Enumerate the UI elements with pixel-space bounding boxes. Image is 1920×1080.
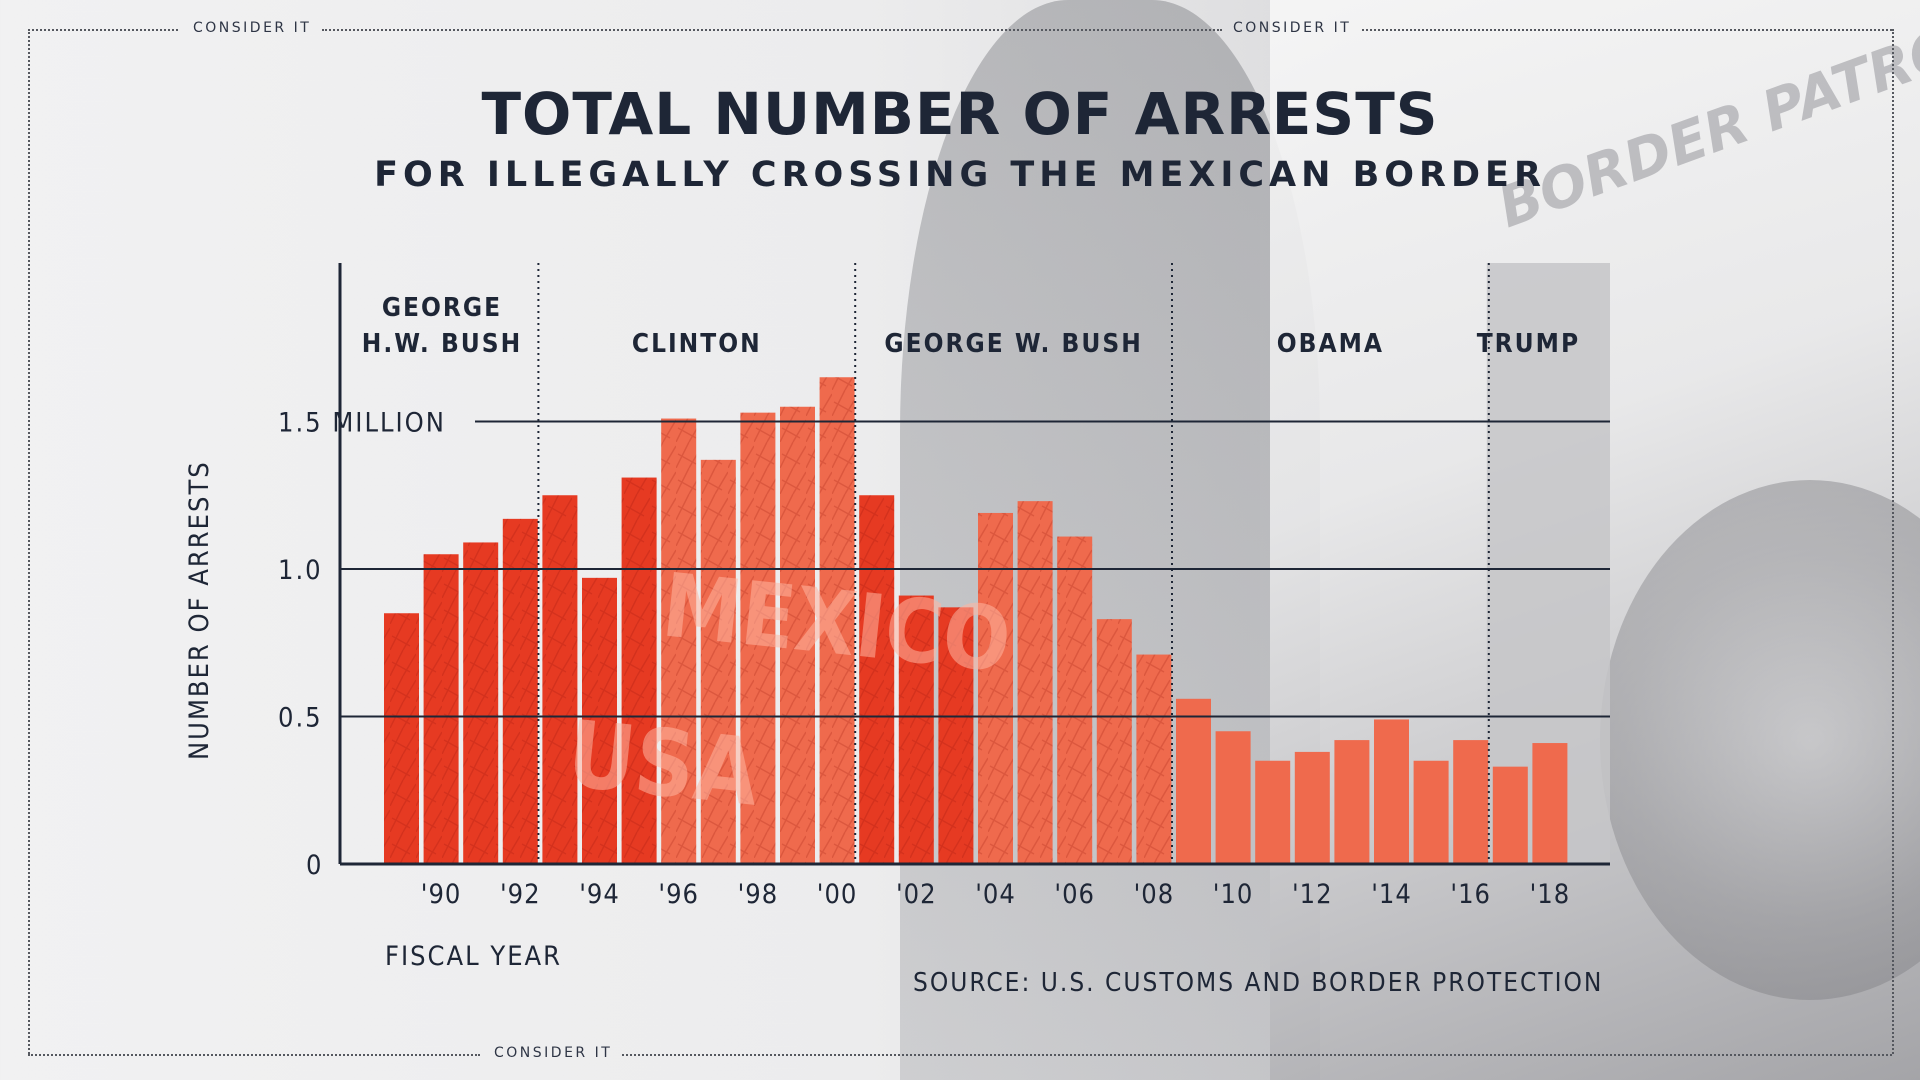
presidency-label: GEORGE W. BUSH xyxy=(884,329,1142,359)
bar-2017 xyxy=(1492,766,1528,864)
frame-line-top-middle xyxy=(322,29,1222,31)
brand-label-bottom: CONSIDER IT xyxy=(494,1045,613,1061)
x-tick-label-1994: '94 xyxy=(579,879,620,910)
bar-texture-1994 xyxy=(582,577,617,864)
x-tick-label-2012: '12 xyxy=(1292,879,1333,910)
x-tick-label-2014: '14 xyxy=(1371,879,1412,910)
brand-label-top-center: CONSIDER IT xyxy=(1233,20,1352,36)
x-tick-label-2008: '08 xyxy=(1134,879,1175,910)
frame-line-bottom-right xyxy=(622,1054,1892,1056)
frame-line-bottom-left xyxy=(28,1054,480,1056)
presidency-label: CLINTON xyxy=(632,329,762,359)
source-note: SOURCE: U.S. CUSTOMS AND BORDER PROTECTI… xyxy=(913,968,1604,998)
frame-line-left xyxy=(28,29,30,1054)
bar-texture-2007 xyxy=(1096,619,1132,864)
bar-texture-1996 xyxy=(661,418,697,864)
x-tick-label-2018: '18 xyxy=(1530,879,1571,910)
bar-texture-2003 xyxy=(938,607,974,864)
x-tick-label-1992: '92 xyxy=(500,879,541,910)
bar-texture-2000 xyxy=(819,377,855,864)
x-tick-label-2002: '02 xyxy=(896,879,937,910)
x-tick-label-1990: '90 xyxy=(421,879,462,910)
x-tick-label-2006: '06 xyxy=(1054,879,1095,910)
x-tick-label-2004: '04 xyxy=(975,879,1016,910)
bar-texture-2004 xyxy=(978,512,1013,864)
frame-line-top-right xyxy=(1362,29,1892,31)
y-tick-label: 1.5 MILLION xyxy=(278,408,446,439)
bar-texture-2008 xyxy=(1136,654,1172,864)
x-tick-label-1998: '98 xyxy=(738,879,779,910)
bar-texture-2006 xyxy=(1057,536,1093,864)
bar-texture-1991 xyxy=(463,542,499,864)
bar-2009 xyxy=(1176,698,1211,864)
bar-2018 xyxy=(1532,743,1568,864)
bar-2012 xyxy=(1294,751,1330,864)
bar-2013 xyxy=(1334,740,1370,864)
presidency-label: GEORGE xyxy=(382,293,502,323)
y-axis-label: NUMBER OF ARRESTS xyxy=(184,460,215,760)
y-tick-label: 0 xyxy=(306,850,323,881)
chart-title: TOTAL NUMBER OF ARRESTS xyxy=(481,80,1439,148)
bar-texture-1998 xyxy=(740,412,776,864)
x-tick-label-1996: '96 xyxy=(658,879,699,910)
presidency-label: OBAMA xyxy=(1277,329,1384,359)
presidency-label: H.W. BUSH xyxy=(362,329,522,359)
bar-texture-1992 xyxy=(502,518,538,864)
x-tick-label-2000: '00 xyxy=(817,879,858,910)
y-tick-label: 1.0 xyxy=(278,555,323,586)
bar-texture-1993 xyxy=(542,495,578,864)
chart-subtitle: FOR ILLEGALLY CROSSING THE MEXICAN BORDE… xyxy=(374,155,1546,195)
background-wheel xyxy=(1600,480,1920,1000)
bar-texture-1990 xyxy=(423,554,459,864)
frame-line-right xyxy=(1892,29,1894,1054)
background-photo-figure xyxy=(900,0,1320,1080)
bar-2011 xyxy=(1255,760,1291,864)
frame-line-top-left xyxy=(28,29,178,31)
bar-2015 xyxy=(1413,760,1449,864)
bar-texture-1999 xyxy=(780,406,815,864)
bar-2014 xyxy=(1374,719,1409,864)
y-tick-label: 0.5 xyxy=(278,703,323,734)
bar-texture-2005 xyxy=(1017,501,1053,864)
x-axis-label: FISCAL YEAR xyxy=(385,941,562,972)
sign-text-usa: USA xyxy=(563,700,764,826)
x-tick-label-2010: '10 xyxy=(1213,879,1254,910)
bar-2016 xyxy=(1453,740,1489,864)
bar-texture-1995 xyxy=(621,477,657,864)
x-tick-label-2016: '16 xyxy=(1450,879,1491,910)
bar-texture-1989 xyxy=(384,613,419,864)
bar-texture-1997 xyxy=(700,459,736,864)
bar-2010 xyxy=(1215,731,1251,864)
bar-texture-2001 xyxy=(859,495,895,864)
presidency-label: TRUMP xyxy=(1477,329,1580,359)
brand-label-top-left: CONSIDER IT xyxy=(193,20,312,36)
bar-texture-2002 xyxy=(898,595,934,864)
